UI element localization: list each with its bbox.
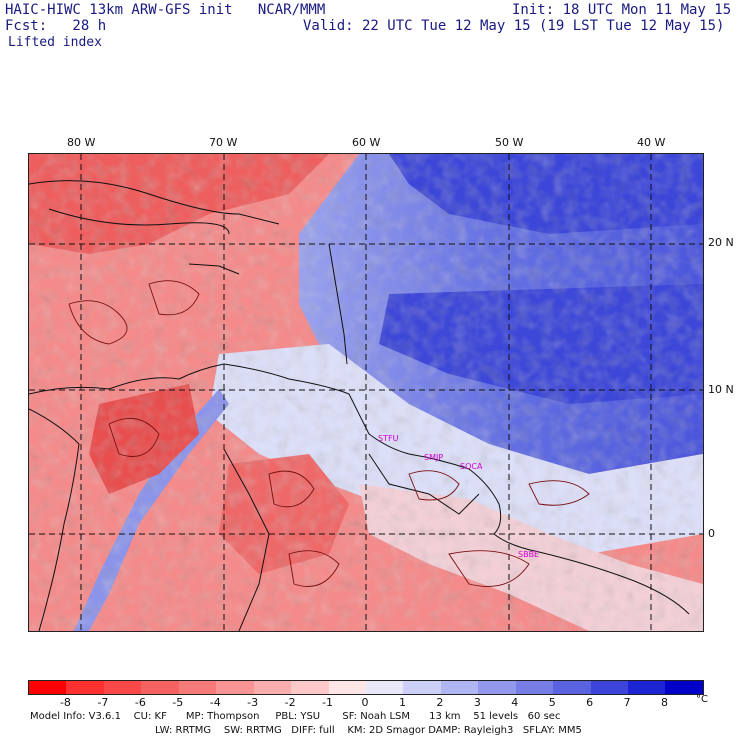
colorbar-swatch [29, 681, 67, 694]
model-title: HAIC-HIWC 13km ARW-GFS init NCAR/MMM [5, 2, 326, 18]
colorbar-unit: °C [696, 694, 708, 705]
forecast-hour: Fcst: 28 h [5, 18, 107, 34]
lifted-index-colorbar [28, 680, 704, 695]
station-sbbe: SBBE [518, 550, 540, 559]
map-canvas [29, 154, 703, 631]
coastlines [29, 180, 690, 631]
colorbar-tick-label: -5 [172, 696, 184, 709]
lifted-index-map: STFU SMJP SOCA SBBE [28, 153, 704, 632]
station-smjp: SMJP [424, 453, 444, 462]
colorbar-tick-label: -8 [59, 696, 71, 709]
colorbar-tick-label: 1 [398, 696, 406, 709]
colorbar-tick-label: 8 [661, 696, 669, 709]
colorbar-swatch [178, 681, 217, 694]
lon-tick-40w: 40 W [637, 136, 666, 149]
colorbar-swatch [628, 681, 666, 694]
colorbar-tick-label: -3 [247, 696, 259, 709]
colorbar-swatch [141, 681, 179, 694]
colorbar-swatch [478, 681, 516, 694]
colorbar-tick-label: -4 [209, 696, 221, 709]
colorbar-swatch [216, 681, 254, 694]
model-info-line2: LW: RRTMG SW: RRTMG DIFF: full KM: 2D Sm… [155, 725, 582, 736]
colorbar-swatch [328, 681, 366, 694]
colorbar-swatch [365, 681, 404, 694]
colorbar-tick-label: -1 [322, 696, 334, 709]
colorbar-tick-label: 5 [548, 696, 556, 709]
init-time: Init: 18 UTC Mon 11 May 15 [512, 2, 732, 18]
colorbar-swatch [291, 681, 329, 694]
colorbar-swatch [103, 681, 142, 694]
lon-tick-50w: 50 W [495, 136, 524, 149]
colorbar-tick-label: 3 [473, 696, 481, 709]
colorbar-tick-label: -2 [284, 696, 296, 709]
lon-tick-80w: 80 W [67, 136, 96, 149]
model-info-line1: Model Info: V3.6.1 CU: KF MP: Thompson P… [30, 711, 561, 722]
colorbar-tick-label: -7 [97, 696, 109, 709]
lon-tick-60w: 60 W [352, 136, 381, 149]
station-soca: SOCA [460, 462, 483, 471]
lat-tick-20n: 20 N [708, 236, 734, 249]
lat-tick-equator: 0 [708, 527, 715, 540]
colorbar-tick-label: 0 [361, 696, 369, 709]
colorbar-tick-label: 2 [436, 696, 444, 709]
colorbar-swatch [253, 681, 292, 694]
colorbar-swatch [553, 681, 591, 694]
colorbar-tick-label: 4 [511, 696, 519, 709]
valid-time: Valid: 22 UTC Tue 12 May 15 (19 LST Tue … [303, 18, 725, 34]
colorbar-swatch [515, 681, 554, 694]
station-stfu: STFU [378, 434, 399, 443]
colorbar-swatch [440, 681, 479, 694]
field-texture [29, 154, 703, 631]
colorbar-swatch [590, 681, 628, 694]
graticule [29, 154, 703, 631]
colorbar-swatch [66, 681, 104, 694]
colorbar-tick-label: 7 [623, 696, 631, 709]
colorbar-tick-label: -6 [134, 696, 146, 709]
colorbar-swatch [665, 681, 703, 694]
lon-tick-70w: 70 W [209, 136, 238, 149]
field-name: Lifted index [8, 35, 102, 50]
contours [68, 280, 590, 587]
colorbar-tick-label: 6 [586, 696, 594, 709]
lat-tick-10n: 10 N [708, 383, 734, 396]
colorbar-swatch [403, 681, 441, 694]
